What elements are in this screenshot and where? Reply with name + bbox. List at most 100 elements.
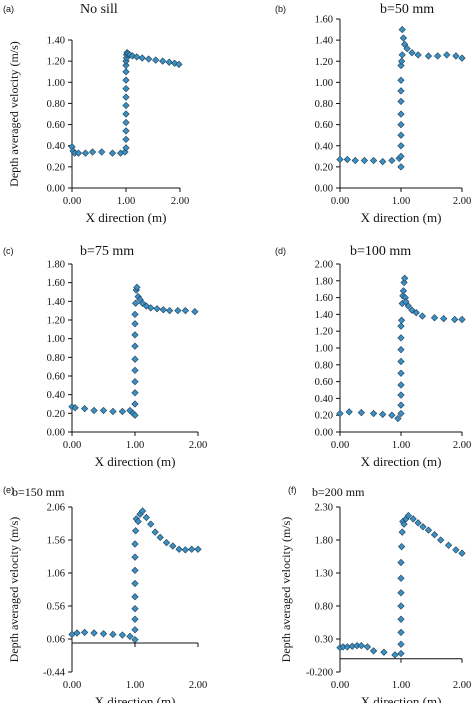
data-point: [397, 87, 405, 95]
data-point: [397, 110, 405, 118]
data-point: [398, 51, 406, 59]
data-point: [122, 93, 130, 101]
x-axis-label: X direction (m): [95, 454, 176, 469]
y-tick-label: 1.20: [315, 57, 333, 68]
data-point: [131, 566, 139, 574]
data-point: [363, 643, 372, 651]
data-point: [397, 76, 405, 84]
data-point: [397, 57, 406, 65]
y-tick-label: 0.56: [47, 602, 65, 613]
data-point: [424, 52, 433, 60]
data-point: [388, 156, 396, 165]
data-point: [397, 346, 405, 354]
data-point: [397, 369, 405, 377]
data-point: [126, 632, 134, 640]
panel-label: (f): [288, 485, 297, 495]
data-point: [336, 155, 344, 164]
data-point: [80, 405, 89, 413]
y-tick-label: 0.20: [315, 162, 333, 173]
data-point: [133, 53, 141, 61]
y-tick-label: 0.00: [47, 184, 65, 195]
y-tick-label: 2.06: [47, 503, 65, 514]
y-tick-label: 1.80: [315, 276, 333, 287]
data-point: [108, 149, 117, 157]
y-tick-label: 1.00: [47, 78, 65, 89]
data-point: [81, 149, 90, 157]
data-point: [131, 389, 139, 397]
data-point: [380, 648, 388, 656]
x-axis-label: X direction (m): [361, 210, 442, 225]
data-point: [357, 409, 365, 417]
data-point: [138, 54, 146, 62]
x-tick-label: 1.00: [117, 196, 135, 207]
y-tick-label: 0.40: [47, 390, 65, 401]
data-point: [151, 528, 159, 536]
panel-3: (d) b=100 mm 0.00 0.20 0.40 0.60 0.80 1.00 1.20 1…: [275, 244, 471, 469]
data-point: [399, 287, 408, 295]
data-point: [74, 149, 83, 157]
y-tick-label: 1.40: [47, 36, 65, 47]
data-point: [131, 626, 139, 634]
data-point: [131, 377, 139, 386]
chart-title: No sill: [80, 2, 118, 17]
data-point: [169, 542, 177, 550]
data-point: [336, 409, 344, 418]
data-point: [397, 131, 405, 139]
y-tick-label: 0.00: [47, 428, 65, 439]
data-point: [194, 545, 202, 553]
data-point: [404, 511, 412, 520]
data-point: [397, 121, 405, 129]
data-point: [360, 156, 369, 165]
data-point: [145, 55, 153, 63]
data-point: [181, 546, 190, 554]
data-point: [122, 118, 130, 127]
data-point: [131, 366, 139, 375]
x-tick-label: 0.00: [63, 680, 81, 691]
x-tick-label: 0.00: [331, 196, 349, 207]
data-point: [397, 357, 405, 366]
data-point: [433, 52, 442, 60]
data-point: [388, 411, 396, 419]
data-point: [397, 381, 405, 389]
data-point: [165, 58, 173, 66]
data-point: [391, 651, 399, 659]
data-point: [99, 406, 108, 415]
data-point: [397, 391, 405, 399]
data-point: [397, 409, 405, 418]
y-tick-label: 0.60: [47, 120, 65, 131]
panel-4: (e)b=150 mm -0.44 0.06 0.56 1.06 1.56 2.06 0.00…: [3, 485, 207, 703]
data-point: [138, 507, 147, 515]
data-point: [369, 156, 378, 165]
panel-2: (c) b=75 mm 0.00 0.20 0.40 0.60 0.80 1.00 1.20 1.…: [3, 244, 207, 469]
data-point: [452, 546, 460, 554]
data-point: [175, 545, 183, 553]
data-point: [397, 649, 405, 658]
x-axis-label: X direction (m): [86, 210, 167, 225]
data-point: [424, 526, 433, 534]
data-point: [408, 49, 416, 57]
y-tick-label: 0.80: [47, 99, 65, 110]
data-point: [397, 628, 405, 637]
data-point: [131, 615, 139, 623]
chart-title: b=75 mm: [80, 244, 134, 259]
data-point: [71, 404, 79, 412]
data-point: [131, 540, 139, 548]
data-point: [122, 135, 130, 143]
data-point: [400, 520, 408, 528]
x-tick-label: 2.00: [453, 196, 471, 207]
data-point: [369, 647, 378, 655]
y-tick-label: 0.00: [315, 184, 333, 195]
y-tick-label: 0.60: [315, 120, 333, 131]
x-axis-label: X direction (m): [95, 694, 176, 703]
y-axis-label: Depth averaged velocity (m/s): [7, 41, 21, 187]
data-point: [409, 515, 417, 523]
data-point: [90, 406, 98, 415]
y-tick-label: 1.80: [47, 260, 65, 271]
data-point: [394, 414, 402, 423]
data-point: [122, 68, 130, 76]
y-axis-label: Depth averaged velocity (m/s): [7, 517, 21, 663]
x-tick-label: 0.00: [63, 196, 81, 207]
data-point: [188, 545, 196, 553]
panel-label: (e): [3, 485, 14, 495]
